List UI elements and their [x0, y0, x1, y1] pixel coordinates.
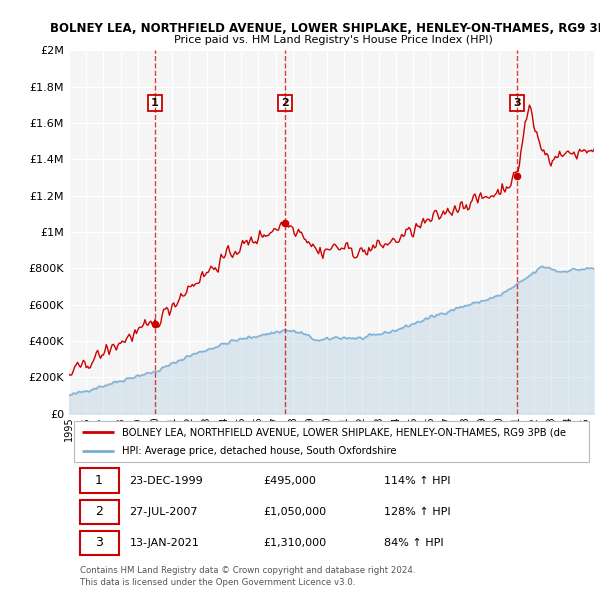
Text: This data is licensed under the Open Government Licence v3.0.: This data is licensed under the Open Gov…: [79, 578, 355, 587]
Text: £1,050,000: £1,050,000: [263, 507, 326, 517]
Text: 2: 2: [281, 98, 289, 108]
Text: 3: 3: [95, 536, 103, 549]
FancyBboxPatch shape: [74, 421, 589, 463]
Text: 1: 1: [151, 98, 158, 108]
Text: 128% ↑ HPI: 128% ↑ HPI: [384, 507, 451, 517]
Text: 1: 1: [95, 474, 103, 487]
Text: 13-JAN-2021: 13-JAN-2021: [130, 538, 199, 548]
Text: 84% ↑ HPI: 84% ↑ HPI: [384, 538, 443, 548]
FancyBboxPatch shape: [79, 468, 119, 493]
Text: 3: 3: [514, 98, 521, 108]
Text: 23-DEC-1999: 23-DEC-1999: [130, 476, 203, 486]
Text: Price paid vs. HM Land Registry's House Price Index (HPI): Price paid vs. HM Land Registry's House …: [173, 35, 493, 45]
Text: Contains HM Land Registry data © Crown copyright and database right 2024.: Contains HM Land Registry data © Crown c…: [79, 566, 415, 575]
Text: HPI: Average price, detached house, South Oxfordshire: HPI: Average price, detached house, Sout…: [121, 445, 396, 455]
FancyBboxPatch shape: [79, 500, 119, 524]
Text: 114% ↑ HPI: 114% ↑ HPI: [384, 476, 451, 486]
Text: £495,000: £495,000: [263, 476, 316, 486]
Text: 27-JUL-2007: 27-JUL-2007: [130, 507, 198, 517]
Text: 2: 2: [95, 505, 103, 518]
Text: £1,310,000: £1,310,000: [263, 538, 326, 548]
Text: BOLNEY LEA, NORTHFIELD AVENUE, LOWER SHIPLAKE, HENLEY-ON-THAMES, RG9 3PB (de: BOLNEY LEA, NORTHFIELD AVENUE, LOWER SHI…: [121, 427, 566, 437]
FancyBboxPatch shape: [79, 531, 119, 555]
Text: BOLNEY LEA, NORTHFIELD AVENUE, LOWER SHIPLAKE, HENLEY-ON-THAMES, RG9 3PB: BOLNEY LEA, NORTHFIELD AVENUE, LOWER SHI…: [50, 22, 600, 35]
